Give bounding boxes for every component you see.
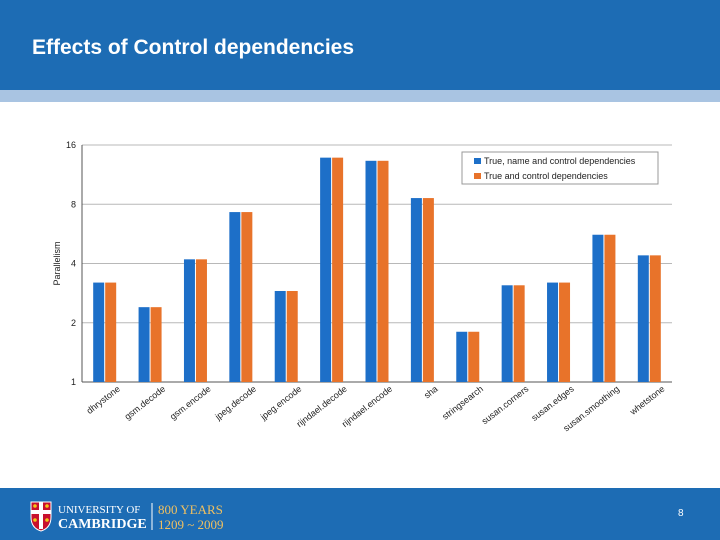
slide-title: Effects of Control dependencies	[32, 36, 355, 59]
x-tick-label: rijndael.encode	[340, 384, 394, 429]
bar-gsm-decode-series-2	[150, 307, 162, 382]
y-tick-label: 1	[71, 377, 76, 387]
legend-swatch	[474, 173, 481, 179]
x-tick-label: susan.corners	[480, 383, 531, 426]
bar-dhrystone-series-2	[105, 282, 117, 382]
logo-anniversary-line2: 1209 ~ 2009	[158, 517, 224, 532]
bar-rijndael-encode-series-2	[377, 160, 389, 382]
bar-susan-smoothing-series-1	[592, 234, 604, 382]
bar-whetstone-series-1	[637, 255, 649, 382]
legend-label: True, name and control dependencies	[484, 156, 636, 166]
bar-sha-series-1	[410, 198, 422, 382]
x-tick-label: dhrystone	[85, 384, 122, 416]
x-tick-label: sha	[422, 384, 440, 401]
y-tick-label: 4	[71, 259, 76, 269]
bar-susan-corners-series-2	[513, 285, 525, 382]
bar-dhrystone-series-1	[93, 282, 105, 382]
legend-label: True and control dependencies	[484, 171, 608, 181]
header-band	[0, 90, 720, 102]
bar-jpeg-decode-series-2	[241, 212, 253, 382]
bar-stringsearch-series-2	[468, 331, 480, 382]
x-tick-label: susan.edges	[529, 383, 576, 423]
bar-susan-edges-series-2	[559, 282, 571, 382]
bar-jpeg-encode-series-2	[286, 290, 298, 382]
bar-whetstone-series-2	[649, 255, 661, 382]
logo-university-line2: CAMBRIDGE	[58, 517, 147, 532]
y-tick-label: 8	[71, 199, 76, 209]
bar-susan-smoothing-series-2	[604, 234, 616, 382]
y-axis-label: Parallelism	[52, 241, 62, 285]
bar-stringsearch-series-1	[456, 331, 468, 382]
logo-anniversary-line1: 800 YEARS	[158, 502, 223, 517]
university-crest-icon	[30, 501, 52, 532]
bar-gsm-encode-series-2	[195, 259, 207, 382]
x-tick-label: gsm.encode	[168, 384, 213, 422]
bar-gsm-encode-series-1	[183, 259, 195, 382]
y-tick-label: 2	[71, 318, 76, 328]
slide-footer	[0, 488, 720, 540]
bar-susan-corners-series-1	[501, 285, 513, 382]
bar-susan-edges-series-1	[547, 282, 559, 382]
cambridge-800-years-logo: UNIVERSITY OF CAMBRIDGE 800 YEARS 1209 ~…	[30, 501, 224, 532]
parallelism-bar-chart: 1 2 4 8 16 Parallelism dhrystone gsm.decode gsm.…	[52, 140, 672, 433]
bar-jpeg-encode-series-1	[274, 290, 286, 382]
bar-rijndael-decode-series-2	[332, 157, 344, 382]
bar-sha-series-2	[422, 198, 434, 382]
page-number: 8	[678, 508, 684, 519]
x-tick-label: gsm.decode	[123, 384, 168, 422]
legend-box	[461, 151, 659, 185]
x-tick-label: jpeg.decode	[212, 384, 258, 423]
slide-header: Effects of Control dependencies	[0, 0, 720, 90]
bar-jpeg-decode-series-1	[229, 212, 241, 382]
x-tick-label: stringsearch	[440, 384, 485, 422]
logo-university-line1: UNIVERSITY OF	[58, 504, 140, 516]
bar-rijndael-decode-series-1	[320, 157, 332, 382]
legend-swatch	[474, 158, 481, 164]
bar-rijndael-encode-series-1	[365, 160, 377, 382]
x-tick-label: whetstone	[627, 384, 666, 418]
y-tick-label: 16	[66, 140, 76, 150]
x-tick-label: jpeg.encode	[258, 384, 304, 423]
bar-gsm-decode-series-1	[138, 307, 150, 382]
